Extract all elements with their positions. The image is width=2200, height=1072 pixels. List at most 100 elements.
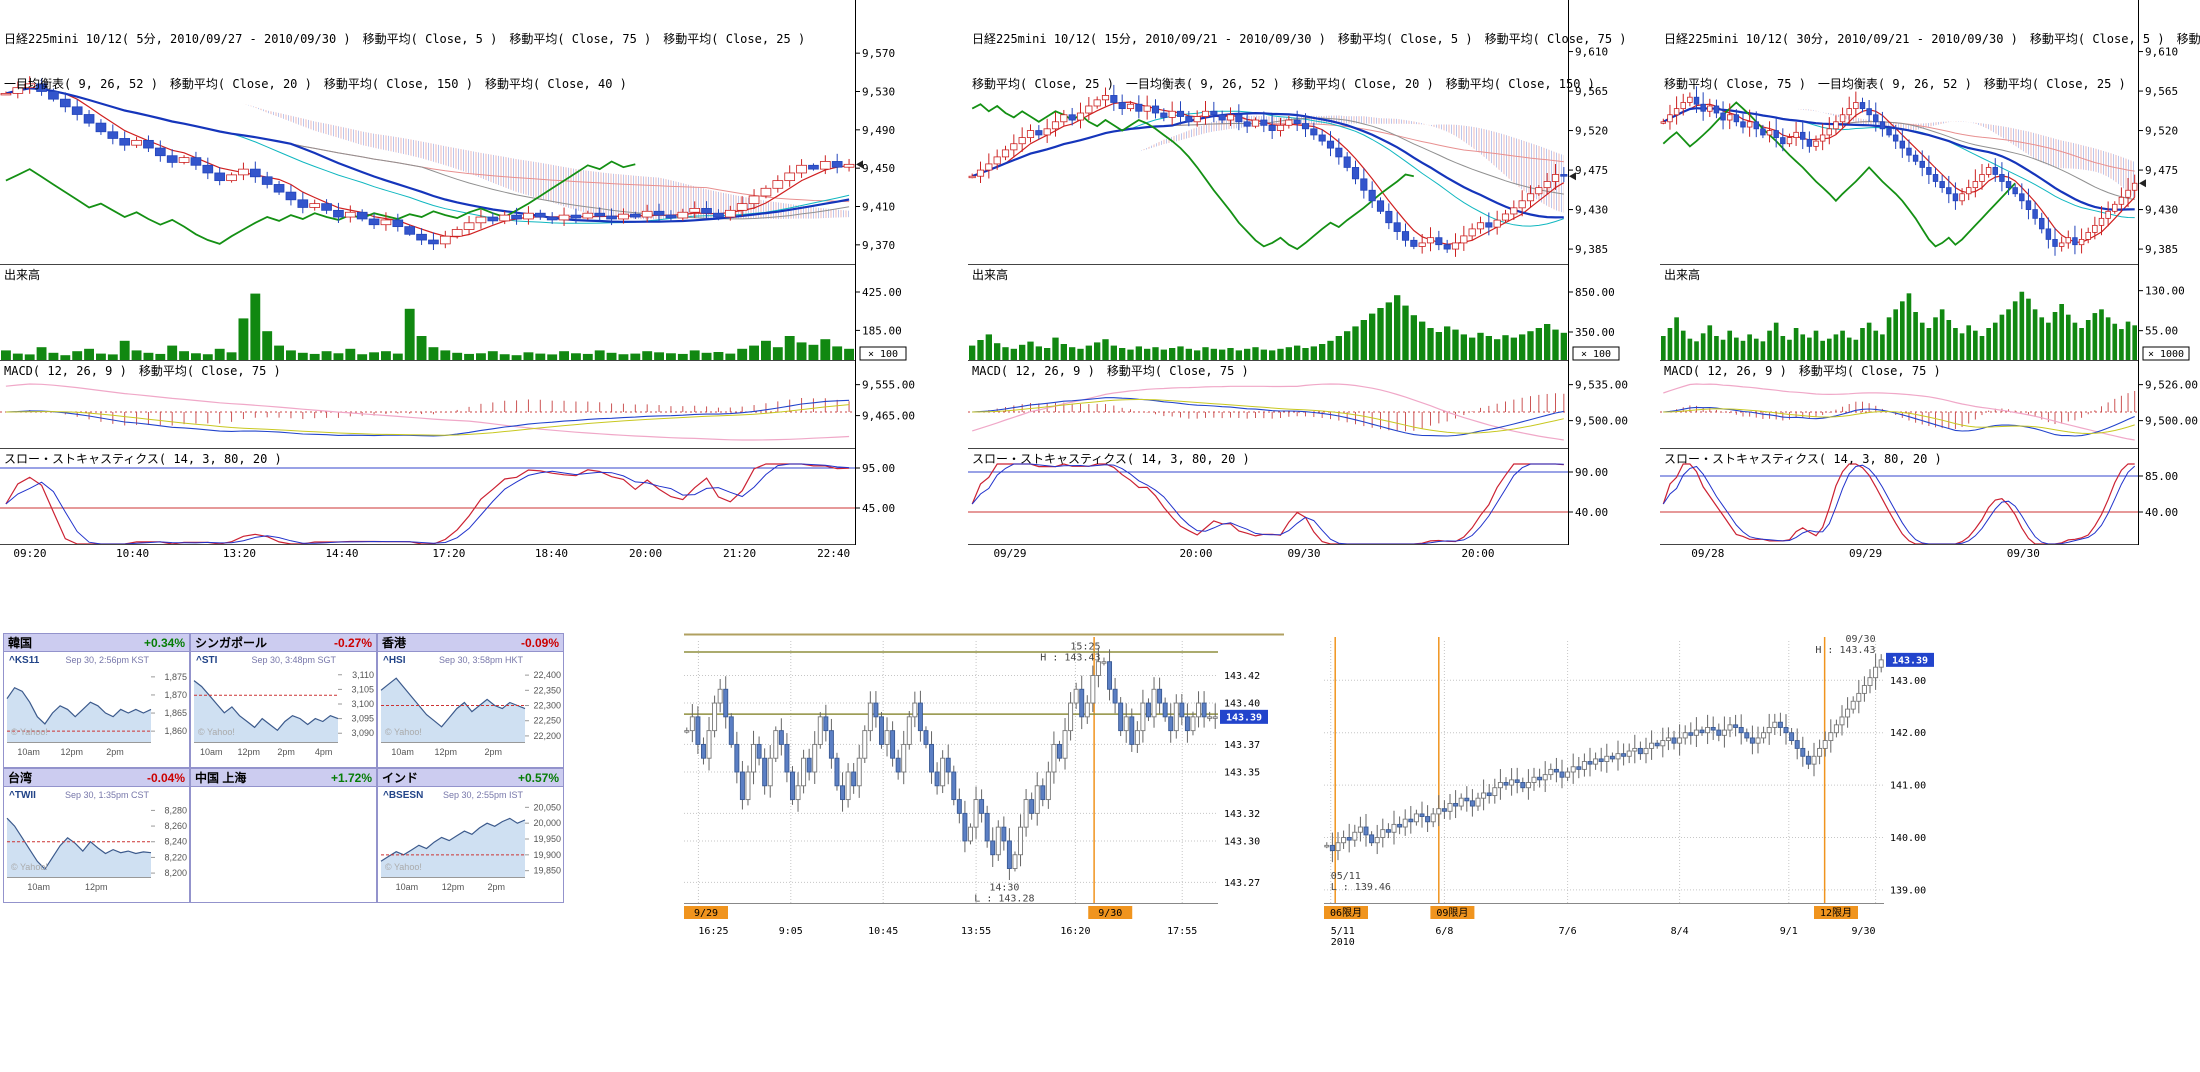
svg-text:09:20: 09:20 (13, 547, 46, 560)
svg-text:9,475: 9,475 (1575, 164, 1608, 177)
chart-title-line1: 日経225mini 10/12( 5分, 2010/09/27 - 2010/0… (4, 32, 806, 46)
contract-month-label: 06限月 (1324, 906, 1368, 919)
svg-text:10:40: 10:40 (116, 547, 149, 560)
candles (0, 76, 855, 250)
market-widget-india[interactable]: インド +0.57% ^BSESN Sep 30, 2:55pm IST 20,… (377, 768, 564, 903)
svg-text:9,526.00: 9,526.00 (2145, 379, 2198, 392)
market-widget-header: 台湾 -0.04% (4, 769, 189, 787)
svg-text:8,240: 8,240 (164, 837, 187, 847)
volume-pane-title: 出来高 (972, 268, 1009, 282)
market-timestamp: Sep 30, 3:58pm HKT (438, 655, 523, 665)
svg-text:8,200: 8,200 (164, 868, 187, 878)
sparkline-fill (194, 680, 338, 742)
svg-text:143.40: 143.40 (1224, 699, 1260, 710)
chikou-span (971, 103, 1414, 251)
chart-panel-5min: 日経225mini 10/12( 5分, 2010/09/27 - 2010/0… (0, 0, 920, 562)
svg-text:7/6: 7/6 (1559, 926, 1577, 937)
svg-text:L : 139.46: L : 139.46 (1331, 882, 1391, 893)
macd-line (1663, 406, 2135, 437)
chart-title-line2: 一目均衡表( 9, 26, 52 ) 移動平均( Close, 20 ) 移動平… (4, 77, 627, 91)
contract-month-label: 12限月 (1814, 906, 1858, 919)
market-widget-header: 中国 上海 +1.72% (191, 769, 376, 787)
market-sparkline-chart[interactable]: 20,050 20,000 19,950 19,900 19,850 10am 12pm 2p… (378, 787, 563, 902)
market-change-percent: +0.57% (517, 770, 559, 785)
candlestick-chart-canvas[interactable]: 9,610 9,565 9,520 9,475 9,430 9,385 850.00 350.… (968, 0, 1628, 562)
svg-text:8/4: 8/4 (1671, 926, 1689, 937)
fx-daily-chart-panel: 143.00 142.00 141.00 140.00 139.00 5/11 2010 6/… (1324, 633, 1964, 953)
market-name: 香港 (382, 636, 407, 650)
candlestick-chart-canvas[interactable]: 9,570 9,530 9,490 9,450 9,410 9,370 425.00 185.… (0, 0, 920, 562)
svg-text:141.00: 141.00 (1890, 781, 1926, 792)
market-widget-china[interactable]: 中国 上海 +1.72% (190, 768, 377, 903)
svg-text:9,475: 9,475 (2145, 164, 2178, 177)
svg-text:425.00: 425.00 (862, 286, 902, 299)
ma-25 (971, 111, 1564, 219)
svg-text:40.00: 40.00 (1575, 506, 1608, 519)
contract-month-label: 09限月 (1430, 906, 1475, 919)
market-symbol: ^TWII (9, 790, 36, 801)
volume-pane-title: 出来高 (4, 268, 41, 282)
market-widget-header: シンガポール -0.27% (191, 634, 376, 652)
last-price-marker (2139, 179, 2146, 188)
ma-25 (1662, 107, 2135, 211)
svg-text:19,850: 19,850 (533, 866, 561, 876)
macd-signal (972, 398, 1564, 434)
svg-text:2pm: 2pm (277, 747, 295, 757)
svg-text:09限月: 09限月 (1436, 907, 1468, 919)
svg-text:09/30: 09/30 (1287, 547, 1320, 560)
svg-text:9,370: 9,370 (862, 239, 895, 252)
svg-text:09/30: 09/30 (1845, 634, 1875, 645)
svg-text:21:20: 21:20 (723, 547, 756, 560)
market-widget-korea[interactable]: 韓国 +0.34% ^KS11 Sep 30, 2:56pm KST 1,875… (3, 633, 190, 768)
svg-text:143.42: 143.42 (1224, 671, 1260, 682)
svg-text:9,430: 9,430 (1575, 204, 1608, 217)
svg-text:06限月: 06限月 (1330, 907, 1362, 919)
svg-text:3,090: 3,090 (351, 728, 374, 738)
svg-text:H : 143.43: H : 143.43 (1040, 653, 1100, 664)
svg-text:09/29: 09/29 (1849, 547, 1882, 560)
svg-text:130.00: 130.00 (2145, 285, 2185, 298)
market-symbol: ^HSI (383, 655, 406, 666)
market-timestamp: Sep 30, 1:35pm CST (64, 790, 149, 800)
svg-text:6/8: 6/8 (1435, 926, 1453, 937)
market-widget-hongkong[interactable]: 香港 -0.09% ^HSI Sep 30, 3:58pm HKT 22,400… (377, 633, 564, 768)
svg-text:9:05: 9:05 (779, 926, 803, 937)
candlestick-chart-canvas[interactable]: 9,610 9,565 9,520 9,475 9,430 9,385 130.00 55.0… (1660, 0, 2200, 562)
market-change-percent: -0.27% (333, 635, 372, 650)
market-sparkline-chart[interactable]: 8,280 8,260 8,240 8,220 8,200 10am 12pm (4, 787, 189, 902)
market-sparkline-chart[interactable]: 1,875 1,870 1,865 1,860 10am 12pm 2pm (4, 652, 189, 767)
svg-text:1,860: 1,860 (164, 726, 187, 736)
svg-text:10am: 10am (17, 747, 40, 757)
svg-text:12pm: 12pm (85, 882, 108, 892)
stoch-k (5, 463, 850, 545)
macd-ma75-price (5, 383, 850, 441)
macd-ma75-price (972, 383, 1564, 441)
market-widget-singapore[interactable]: シンガポール -0.27% ^STI Sep 30, 3:48pm SGT 3,… (190, 633, 377, 768)
market-widget-header: 香港 -0.09% (378, 634, 563, 652)
stochastics-pane-title: スロー・ストキャスティクス( 14, 3, 80, 20 ) (972, 452, 1250, 466)
fx-intraday-candlestick-canvas[interactable]: 143.42 143.40 143.37 143.35 143.32 143.30 143.… (684, 633, 1284, 953)
market-sparkline-chart[interactable]: 3,110 3,105 3,100 3,095 3,090 10am 12pm 2pm 4pm (191, 652, 376, 767)
svg-text:1,865: 1,865 (164, 708, 187, 718)
svg-text:9,565: 9,565 (1575, 85, 1608, 98)
svg-text:143.27: 143.27 (1224, 878, 1260, 889)
chart-title-line1: 日経225mini 10/12( 15分, 2010/09/21 - 2010/… (972, 32, 1627, 46)
current-price-tag: 143.39 (1220, 709, 1268, 724)
svg-text:05/11: 05/11 (1331, 871, 1361, 882)
svg-text:H : 143.43: H : 143.43 (1815, 645, 1875, 656)
market-sparkline-chart[interactable]: 22,400 22,350 22,300 22,250 22,200 10am 12pm 2p… (378, 652, 563, 767)
svg-text:09/29: 09/29 (993, 547, 1026, 560)
svg-text:3,100: 3,100 (351, 699, 374, 709)
ma-5 (1663, 103, 2136, 243)
chart-title: 日経225mini 10/12( 30分, 2010/09/21 - 2010/… (1664, 2, 2200, 122)
yahoo-watermark: © Yahoo! (198, 727, 235, 737)
volume-bars (969, 295, 1567, 360)
svg-text:140.00: 140.00 (1890, 833, 1926, 844)
svg-text:185.00: 185.00 (862, 324, 902, 337)
svg-text:20:00: 20:00 (629, 547, 662, 560)
svg-text:22,250: 22,250 (533, 716, 561, 726)
svg-text:8,260: 8,260 (164, 821, 187, 831)
market-widget-taiwan[interactable]: 台湾 -0.04% ^TWII Sep 30, 1:35pm CST 8,280… (3, 768, 190, 903)
svg-text:1,875: 1,875 (164, 672, 187, 682)
